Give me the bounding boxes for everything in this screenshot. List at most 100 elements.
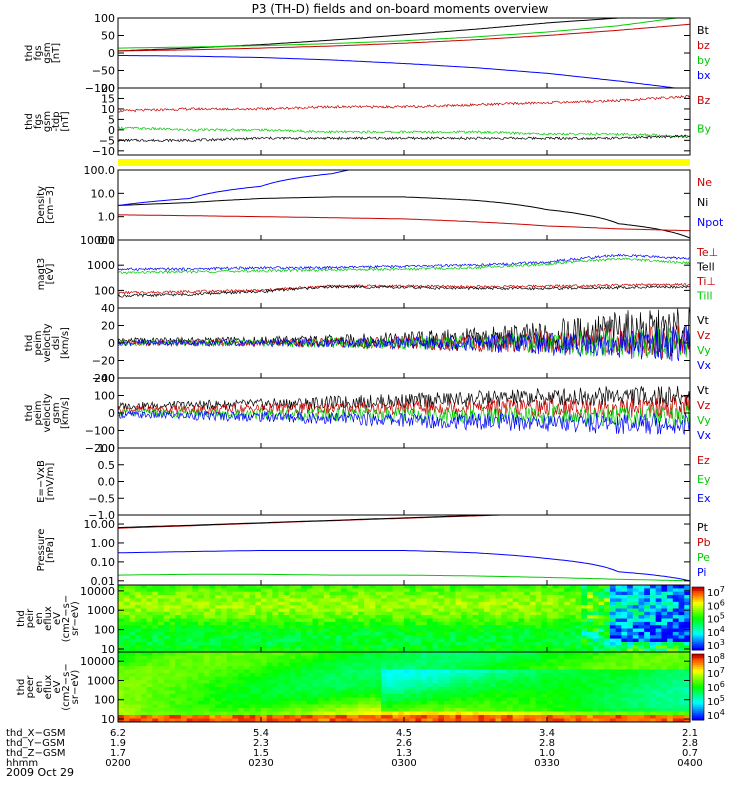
heatmap-cell bbox=[226, 655, 233, 660]
heatmap-cell bbox=[621, 588, 628, 593]
heatmap-cell bbox=[158, 652, 165, 657]
heatmap-cell bbox=[146, 701, 153, 706]
heatmap-cell bbox=[118, 638, 125, 643]
heatmap-cell bbox=[203, 588, 211, 593]
heatmap-cell bbox=[581, 598, 588, 603]
heatmap-cell bbox=[667, 635, 674, 640]
heatmap-cell bbox=[118, 611, 125, 616]
heatmap-cell bbox=[175, 615, 182, 620]
heatmap-cell bbox=[215, 669, 222, 674]
heatmap-cell bbox=[512, 662, 519, 667]
heatmap-cell bbox=[169, 642, 176, 646]
heatmap-cell bbox=[249, 652, 256, 657]
heatmap-cell bbox=[529, 615, 537, 620]
heatmap-cell bbox=[129, 618, 136, 623]
heatmap-cell bbox=[524, 652, 531, 657]
heatmap-cell bbox=[186, 588, 193, 593]
heatmap-cell bbox=[575, 595, 582, 599]
heatmap-cell bbox=[221, 676, 228, 681]
heatmap-cell bbox=[415, 694, 422, 699]
heatmap-cell bbox=[163, 718, 171, 722]
heatmap-cell bbox=[335, 711, 342, 716]
heatmap-cell bbox=[632, 666, 640, 671]
heatmap-cell bbox=[369, 635, 376, 640]
heatmap-cell bbox=[318, 690, 325, 695]
heatmap-cell bbox=[341, 669, 348, 674]
heatmap-cell bbox=[547, 669, 554, 674]
heatmap-cell bbox=[655, 673, 662, 678]
heatmap-cell bbox=[335, 704, 342, 709]
heatmap-cell bbox=[289, 642, 296, 646]
heatmap-cell bbox=[650, 642, 657, 646]
heatmap-cell bbox=[318, 680, 325, 685]
heatmap-cell bbox=[415, 704, 422, 709]
heatmap-cell bbox=[484, 635, 491, 640]
y-tick-label: 100 bbox=[94, 694, 115, 707]
heatmap-cell bbox=[129, 718, 136, 722]
heatmap-cell bbox=[421, 585, 428, 589]
heatmap-cell bbox=[306, 595, 314, 599]
heatmap-cell bbox=[575, 666, 582, 671]
heatmap-cell bbox=[575, 715, 582, 720]
heatmap-cell bbox=[158, 618, 165, 623]
heatmap-cell bbox=[261, 697, 268, 702]
heatmap-cell bbox=[232, 694, 239, 699]
heatmap-cell bbox=[180, 683, 188, 688]
heatmap-cell bbox=[243, 648, 251, 652]
heatmap-cell bbox=[518, 694, 525, 699]
heatmap-cell bbox=[592, 697, 600, 702]
heatmap-cell bbox=[169, 683, 176, 688]
heatmap-cell bbox=[564, 701, 571, 706]
heatmap-cell bbox=[186, 618, 193, 623]
heatmap-cell bbox=[501, 638, 508, 643]
heatmap-cell bbox=[301, 645, 308, 650]
heatmap-cell bbox=[295, 625, 302, 630]
heatmap-cell bbox=[541, 694, 548, 699]
heatmap-cell bbox=[329, 666, 336, 671]
heatmap-cell bbox=[295, 621, 302, 626]
heatmap-cell bbox=[529, 635, 537, 640]
heatmap-cell bbox=[203, 673, 211, 678]
heatmap-cell bbox=[266, 694, 273, 699]
heatmap-cell bbox=[507, 659, 514, 664]
heatmap-cell bbox=[541, 588, 548, 593]
y-tick-label: 100.0 bbox=[84, 164, 116, 177]
heatmap-cell bbox=[627, 676, 634, 681]
heatmap-cell bbox=[169, 680, 176, 685]
heatmap-cell bbox=[289, 595, 296, 599]
heatmap-cell bbox=[507, 635, 514, 640]
heatmap-cell bbox=[180, 628, 188, 633]
heatmap-cell bbox=[507, 715, 514, 720]
heatmap-cell bbox=[329, 642, 336, 646]
heatmap-cell bbox=[507, 676, 514, 681]
series-line-Vx bbox=[118, 325, 690, 362]
heatmap-cell bbox=[180, 659, 188, 664]
heatmap-cell bbox=[621, 625, 628, 630]
heatmap-cell bbox=[444, 638, 451, 643]
heatmap-cell bbox=[283, 605, 291, 610]
x-axis-row-label: thd_Z−GSM bbox=[6, 748, 66, 759]
heatmap-cell bbox=[146, 708, 153, 713]
heatmap-cell bbox=[587, 642, 594, 646]
heatmap-cell bbox=[295, 642, 302, 646]
heatmap-cell bbox=[335, 628, 342, 633]
heatmap-cell bbox=[140, 683, 148, 688]
heatmap-cell bbox=[158, 704, 165, 709]
heatmap-cell bbox=[581, 680, 588, 685]
heatmap-cell bbox=[507, 666, 514, 671]
heatmap-cell bbox=[598, 701, 605, 706]
heatmap-cell bbox=[186, 591, 193, 596]
heatmap-cell bbox=[432, 618, 439, 623]
heatmap-cell bbox=[404, 611, 411, 616]
heatmap-cell bbox=[375, 598, 382, 603]
heatmap-cell bbox=[346, 673, 354, 678]
heatmap-cell bbox=[129, 687, 136, 692]
heatmap-cell bbox=[529, 585, 537, 589]
heatmap-cell bbox=[358, 642, 365, 646]
heatmap-cell bbox=[398, 608, 405, 613]
heatmap-cell bbox=[152, 615, 159, 620]
heatmap-cell bbox=[118, 694, 125, 699]
heatmap-cell bbox=[541, 608, 548, 613]
heatmap-cell bbox=[598, 652, 605, 657]
heatmap-cell bbox=[444, 608, 451, 613]
